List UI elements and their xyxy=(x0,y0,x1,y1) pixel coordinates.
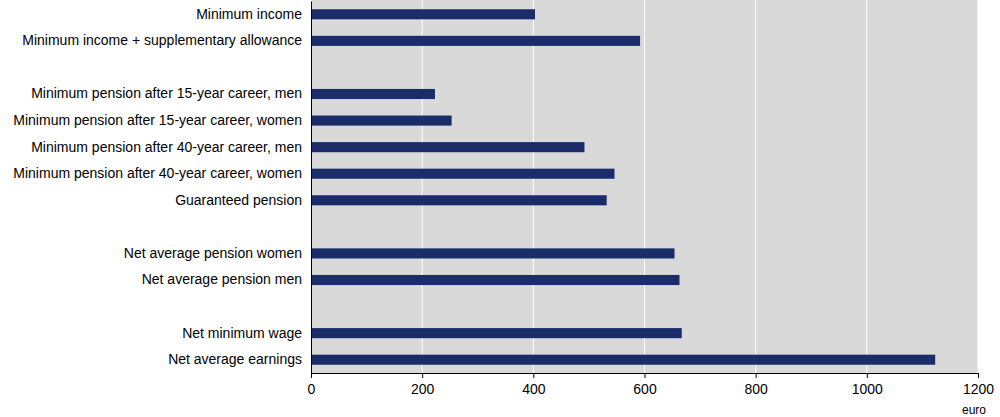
grid-line xyxy=(311,0,312,373)
bar xyxy=(311,142,584,152)
grid-line xyxy=(866,0,867,373)
y-tick: Net average pension men xyxy=(142,271,302,287)
y-tick-label: Minimum pension after 40-year career, me… xyxy=(31,139,302,155)
x-tick: 200 xyxy=(411,373,435,397)
bar xyxy=(311,195,607,205)
x-tick-mark xyxy=(645,373,646,378)
grid-line xyxy=(978,0,979,373)
x-axis-line xyxy=(312,374,979,379)
bar xyxy=(311,36,640,46)
y-tick-label: Net average pension men xyxy=(142,271,302,287)
y-tick-label: Minimum income xyxy=(196,6,302,22)
y-tick-label: Net average pension women xyxy=(124,245,302,261)
y-tick-label: Net average earnings xyxy=(168,351,302,367)
x-tick-label: 600 xyxy=(633,381,657,397)
x-tick: 600 xyxy=(633,373,657,397)
x-tick: 800 xyxy=(744,373,768,397)
y-tick: Minimum pension after 40-year career, me… xyxy=(31,139,302,155)
y-tick: Minimum pension after 40-year career, wo… xyxy=(13,165,302,181)
y-tick-label: Minimum pension after 40-year career, wo… xyxy=(13,165,302,181)
y-tick-label: Minimum pension after 15-year career, wo… xyxy=(13,112,302,128)
y-tick-label: Guaranteed pension xyxy=(175,192,302,208)
x-tick-label: 0 xyxy=(308,381,316,397)
plot-background xyxy=(311,0,978,373)
chart: 020040060080010001200Minimum incomeMinim… xyxy=(0,0,1000,417)
y-tick-label: Minimum income + supplementary allowance xyxy=(22,32,302,48)
x-tick: 400 xyxy=(522,373,546,397)
bar xyxy=(311,248,675,258)
bar xyxy=(311,9,535,19)
x-axis-label: euro xyxy=(962,403,986,417)
y-tick-label: Net minimum wage xyxy=(182,325,302,341)
y-axis: Minimum income Minimum income + supplemen… xyxy=(13,2,311,374)
x-tick-mark xyxy=(978,373,979,378)
grid-line xyxy=(533,0,534,373)
x-tick: 1200 xyxy=(963,373,994,397)
y-tick: Net average earnings xyxy=(168,351,302,367)
y-tick: Net average pension women xyxy=(124,245,302,261)
x-tick-mark xyxy=(756,373,757,378)
x-tick-mark xyxy=(311,373,312,378)
x-axis: 0 200 400 600 800 1000 1200 xyxy=(308,373,995,397)
bar xyxy=(311,328,682,338)
bar xyxy=(311,355,935,365)
x-tick-label: 1200 xyxy=(963,381,994,397)
bar xyxy=(311,116,452,126)
y-tick: Guaranteed pension xyxy=(175,192,302,208)
grid xyxy=(311,0,978,373)
x-tick-label: 1000 xyxy=(852,381,883,397)
x-tick-mark xyxy=(422,373,423,378)
x-tick-mark xyxy=(533,373,534,378)
grid-line xyxy=(755,0,756,373)
plot: 020040060080010001200Minimum incomeMinim… xyxy=(13,0,994,397)
bar xyxy=(311,169,614,179)
x-tick-mark xyxy=(867,373,868,378)
y-tick: Minimum pension after 15-year career, wo… xyxy=(13,112,302,128)
grid-line xyxy=(644,0,645,373)
x-tick-label: 200 xyxy=(411,381,435,397)
bar xyxy=(311,275,680,285)
grid-line xyxy=(422,0,423,373)
x-tick: 1000 xyxy=(852,373,883,397)
y-axis-line xyxy=(311,2,312,374)
bar xyxy=(311,89,435,99)
y-tick: Minimum pension after 15-year career, me… xyxy=(31,85,302,101)
y-tick: Minimum income + supplementary allowance xyxy=(22,32,302,48)
x-tick-label: 800 xyxy=(744,381,768,397)
bars xyxy=(311,9,935,365)
y-tick: Minimum income xyxy=(196,6,302,22)
y-tick-label: Minimum pension after 15-year career, me… xyxy=(31,85,302,101)
x-tick: 0 xyxy=(308,373,316,397)
y-tick: Net minimum wage xyxy=(182,325,302,341)
x-tick-label: 400 xyxy=(522,381,546,397)
